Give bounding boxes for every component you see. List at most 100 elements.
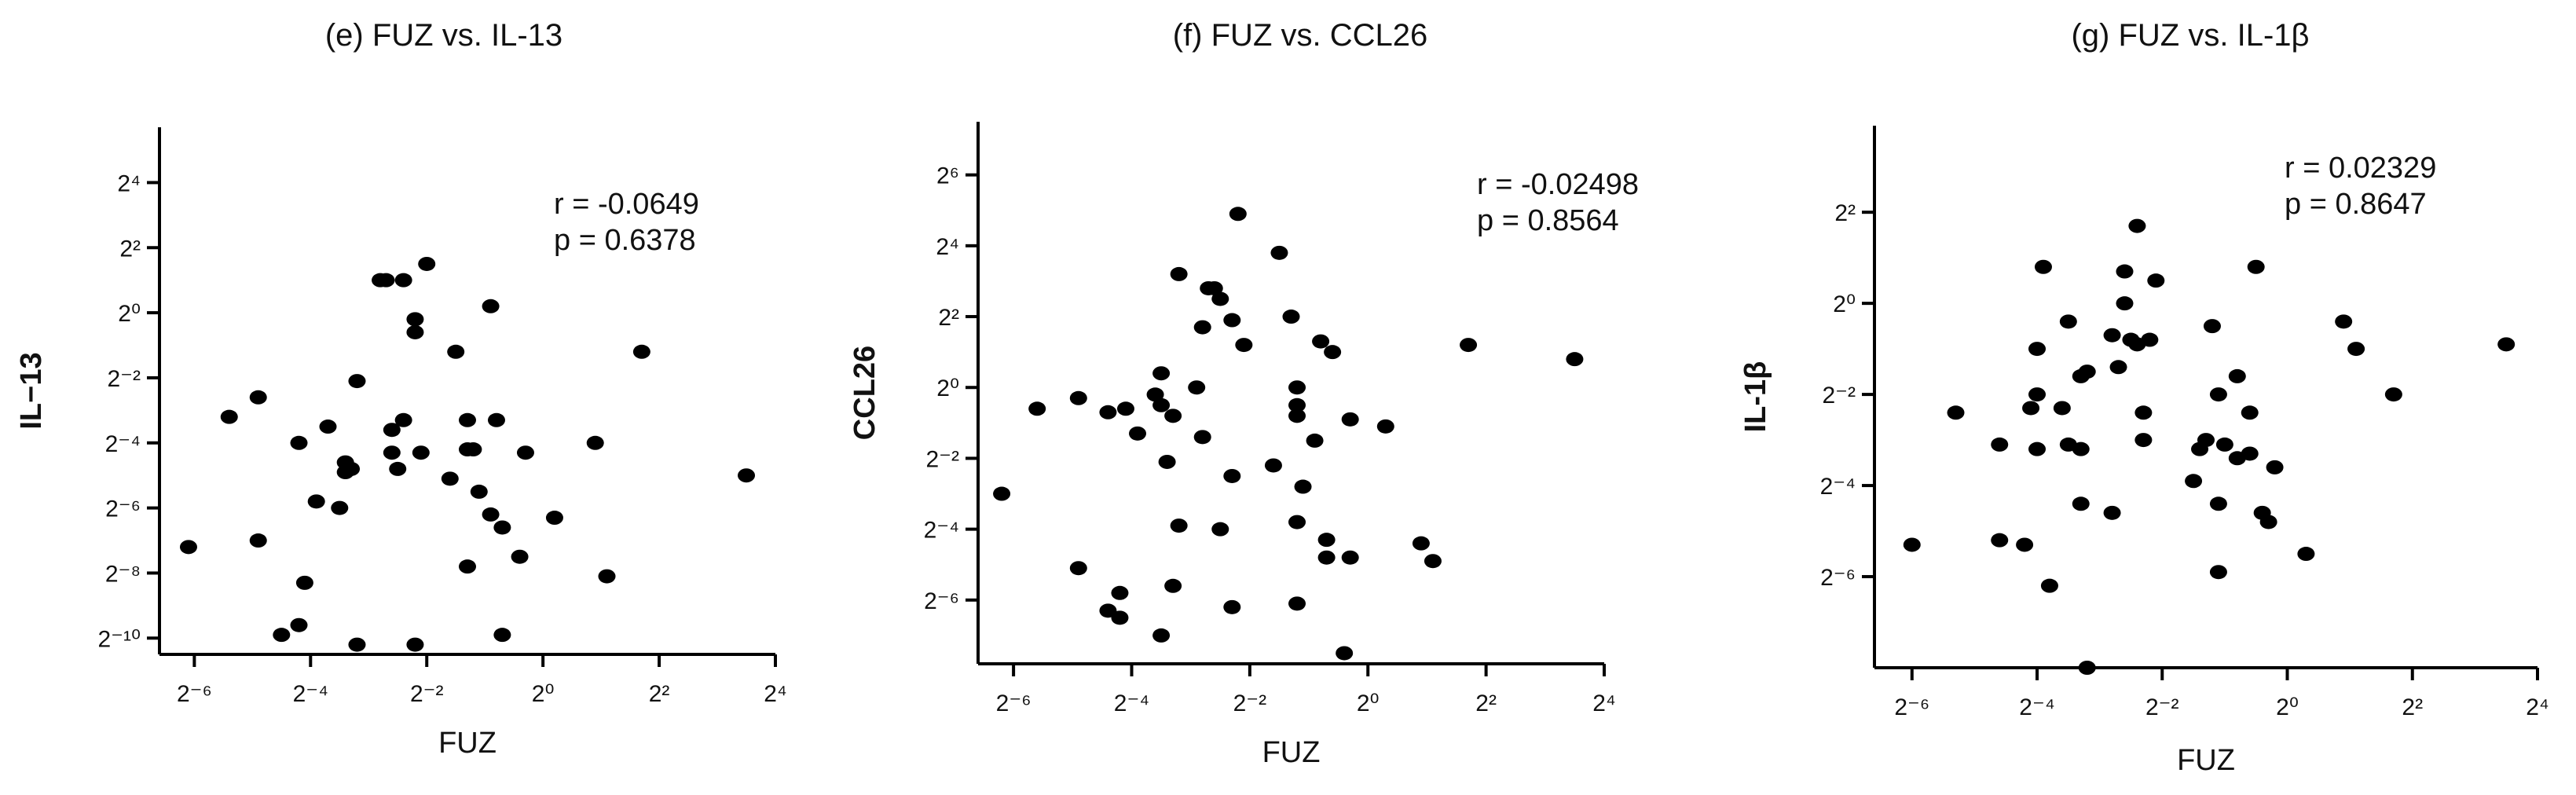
scatter-point xyxy=(2497,337,2516,352)
x-tick-label: 2⁻⁶ xyxy=(996,691,1031,716)
y-axis-label: IL−13 xyxy=(15,352,48,429)
y-tick-label: 2⁴ xyxy=(117,170,141,196)
y-tick-label: 2⁰ xyxy=(118,301,141,327)
scatter-point xyxy=(1317,533,1336,548)
scatter-point xyxy=(2241,446,2259,461)
x-tick-label: 2⁴ xyxy=(1592,691,1616,716)
scatter-point xyxy=(493,520,511,535)
scatter-point xyxy=(1288,515,1306,529)
scatter-point xyxy=(2072,496,2090,511)
scatter-point xyxy=(1288,408,1306,423)
scatter-point xyxy=(459,412,476,427)
y-axis-label: IL-1β xyxy=(1739,361,1772,433)
scatter-point xyxy=(2116,264,2134,279)
scatter-point xyxy=(290,435,308,450)
scatter-point xyxy=(1229,207,1247,222)
x-tick-label: 2² xyxy=(649,681,670,707)
scatter-point xyxy=(1205,280,1223,295)
scatter-point xyxy=(249,533,267,548)
p-value-label: p = 0.6378 xyxy=(554,224,696,257)
y-tick-label: 2² xyxy=(938,305,959,331)
y-tick-label: 2⁻¹⁰ xyxy=(97,626,141,652)
scatter-point xyxy=(1306,433,1324,448)
scatter-point xyxy=(1566,352,1584,367)
scatter-panel-il1b: (g) FUZ vs. IL-1β 2⁻⁶ 2⁻⁴ 2⁻² 2⁰ 2² 2⁴ 2² 2⁰ 2⁻² 2… xyxy=(1739,18,2549,777)
scatter-point xyxy=(2116,296,2134,311)
y-tick-label: 2⁶ xyxy=(936,163,959,189)
scatter-point xyxy=(487,412,505,427)
scatter-point xyxy=(1152,398,1171,412)
scatter-point xyxy=(738,468,756,483)
scatter-point xyxy=(1460,338,1478,353)
scatter-point xyxy=(1903,537,1921,552)
scatter-point xyxy=(1424,554,1442,569)
scatter-point xyxy=(220,409,238,424)
scatter-point xyxy=(2384,387,2402,402)
scatter-point xyxy=(1111,585,1129,600)
scatter-point xyxy=(2209,565,2227,580)
scatter-point xyxy=(1069,390,1087,405)
chart-title: (g) FUZ vs. IL-1β xyxy=(2071,18,2309,53)
scatter-point xyxy=(1146,387,1164,402)
scatter-point xyxy=(2266,460,2284,474)
x-tick-label: 2⁻⁶ xyxy=(177,681,212,707)
y-tick-label: 2² xyxy=(1834,200,1856,226)
scatter-point xyxy=(632,344,650,359)
x-tick-label: 2⁰ xyxy=(1357,691,1380,716)
scatter-point xyxy=(1152,628,1171,643)
scatter-point xyxy=(2347,342,2365,357)
scatter-point xyxy=(464,442,482,457)
scatter-point xyxy=(482,299,500,313)
scatter-point xyxy=(470,484,488,499)
scatter-point xyxy=(295,575,313,590)
x-axis-label: FUZ xyxy=(1262,736,1321,769)
scatter-point xyxy=(1317,550,1336,565)
y-tick-label: 2⁰ xyxy=(1833,291,1856,317)
scatter-point xyxy=(2028,387,2047,402)
scatter-point xyxy=(2034,259,2052,274)
scatter-point xyxy=(2247,259,2265,274)
scatter-point xyxy=(2053,401,2071,416)
scatter-point xyxy=(1288,398,1306,412)
scatter-point xyxy=(1164,578,1182,593)
scatter-point xyxy=(418,256,436,271)
scatter-point xyxy=(2103,328,2121,343)
x-tick-label: 2⁻² xyxy=(2145,694,2179,720)
x-tick-label: 2⁴ xyxy=(2526,694,2549,720)
scatter-point xyxy=(493,628,511,643)
chart-title: (f) FUZ vs. CCL26 xyxy=(1173,18,1427,53)
scatter-point xyxy=(1294,479,1312,494)
scatter-point xyxy=(406,324,424,339)
x-tick-label: 2² xyxy=(1475,691,1497,716)
scatter-point xyxy=(2134,405,2153,420)
scatter-point xyxy=(1264,458,1282,473)
scatter-point xyxy=(1223,599,1241,614)
scatter-point xyxy=(1152,366,1171,381)
scatter-point xyxy=(394,412,412,427)
scatter-point xyxy=(1288,380,1306,395)
y-tick-label: 2⁻⁴ xyxy=(105,431,141,457)
scatter-point xyxy=(1116,401,1134,416)
scatter-point xyxy=(2147,273,2165,288)
scatter-point xyxy=(1947,405,1965,420)
x-tick-label: 2² xyxy=(2402,694,2423,720)
y-tick-label: 2⁻⁶ xyxy=(105,496,141,522)
scatter-point xyxy=(389,461,407,476)
scatter-point xyxy=(441,471,459,486)
scatter-point xyxy=(249,390,267,405)
correlation-r-label: r = -0.0649 xyxy=(554,188,699,221)
y-tick-label: 2⁻² xyxy=(107,366,141,392)
scatter-point xyxy=(1170,518,1188,533)
scatter-point xyxy=(1193,320,1211,335)
y-tick-label: 2⁴ xyxy=(936,234,959,260)
y-tick-label: 2⁻⁶ xyxy=(924,588,959,614)
scatter-point xyxy=(179,540,197,555)
scatter-point xyxy=(348,637,366,652)
scatter-point xyxy=(459,559,476,574)
scatter-point xyxy=(290,617,308,632)
scatter-point xyxy=(394,273,412,288)
scatter-point xyxy=(2134,433,2153,448)
scatter-point xyxy=(1188,380,1206,395)
scatter-point xyxy=(406,312,424,327)
scatter-point xyxy=(1991,437,2009,452)
